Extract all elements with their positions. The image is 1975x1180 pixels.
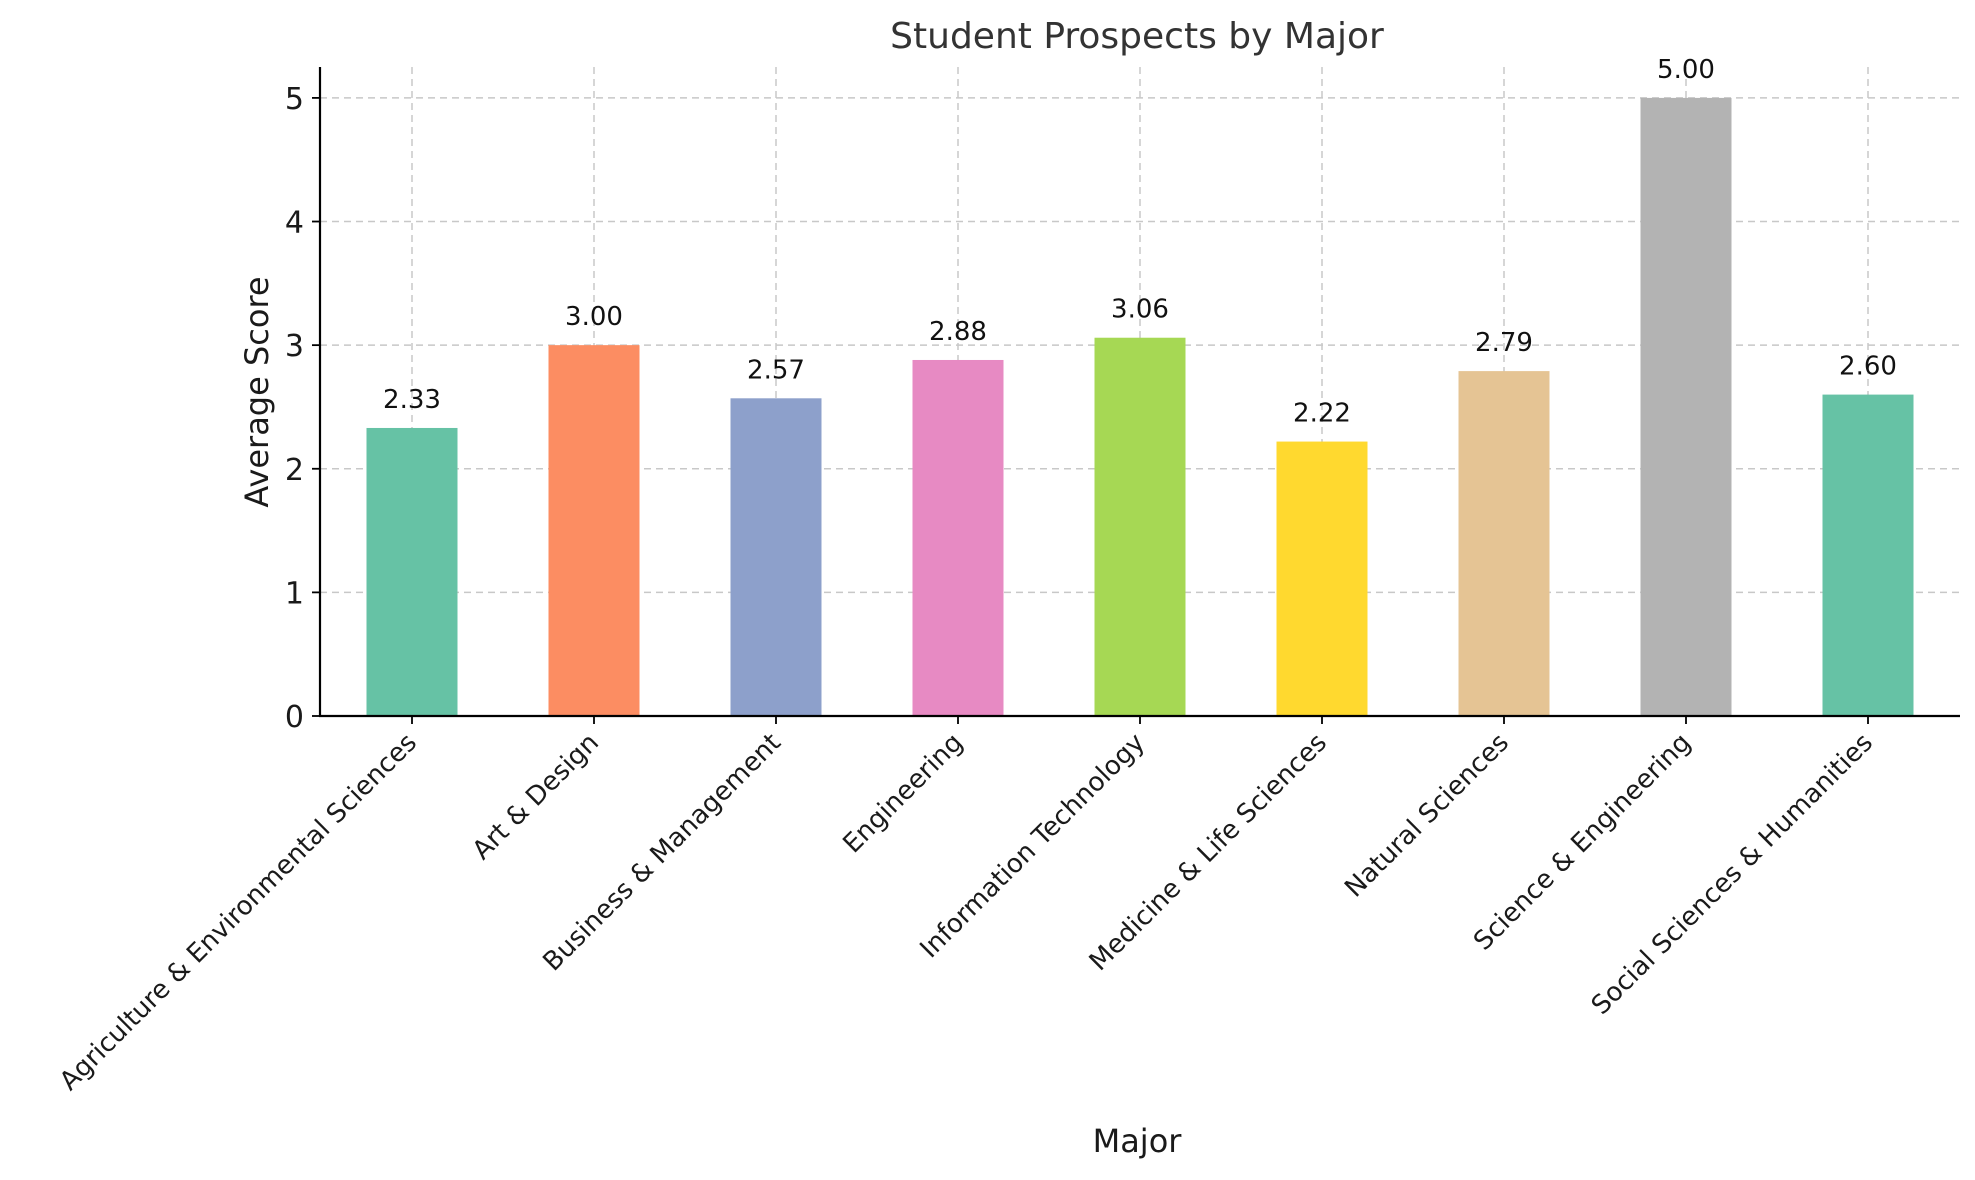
bar [1094,337,1186,716]
x-tick-label: Art & Design [467,728,605,866]
y-tick-label: 4 [285,206,304,241]
x-axis-label: Major [1093,1122,1183,1160]
x-axis-ticks: Agriculture & Environmental Sciences Art … [54,716,1879,1097]
value-labels: 2.33 3.00 2.57 2.88 3.06 2.22 2.79 5.00 2.60 [383,55,1897,429]
chart-title: Student Prospects by Major [890,16,1384,57]
bar-value-label: 3.06 [1111,295,1169,325]
bar [1822,394,1914,716]
y-axis-label: Average Score [238,276,276,507]
bar-value-label: 2.88 [929,317,987,347]
bar-value-label: 2.79 [1475,328,1533,358]
bar [366,427,458,716]
bar-value-label: 2.60 [1839,352,1897,382]
bar-value-label: 2.57 [747,355,805,385]
x-tick-label: Social Sciences & Humanities [1586,728,1879,1021]
x-tick-label: Natural Sciences [1339,728,1515,904]
y-tick-label: 5 [285,82,304,117]
x-tick-label: Agriculture & Environmental Sciences [54,728,423,1097]
bar [1276,441,1368,716]
bars [366,97,1914,716]
y-axis-ticks: 0 1 2 3 4 5 [285,82,320,735]
bar [548,345,640,716]
bar [1640,97,1732,716]
y-tick-label: 2 [285,453,304,488]
bar-value-label: 5.00 [1657,55,1715,85]
bar [730,398,822,716]
bar [1458,371,1550,716]
y-tick-label: 3 [285,329,304,364]
y-tick-label: 0 [285,700,304,735]
bar-value-label: 3.00 [565,302,623,332]
bar-value-label: 2.22 [1293,399,1351,429]
y-tick-label: 1 [285,576,304,611]
bar-value-label: 2.33 [383,385,441,415]
bar [912,359,1004,716]
x-tick-label: Engineering [837,728,969,860]
